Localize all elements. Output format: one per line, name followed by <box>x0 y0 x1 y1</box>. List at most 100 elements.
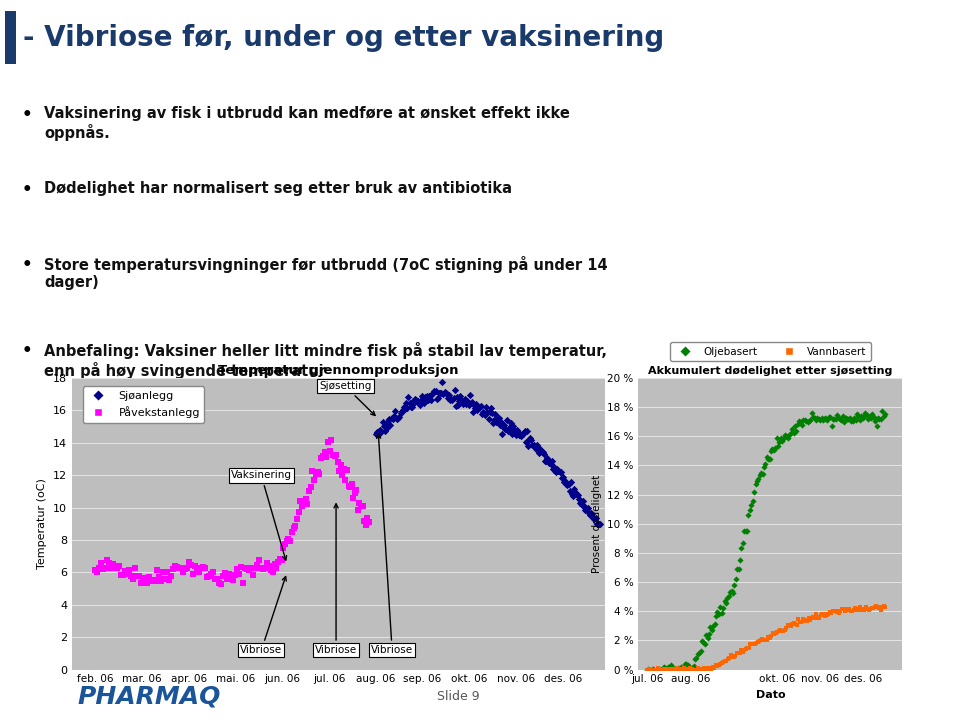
Point <box>755 634 770 645</box>
Point <box>126 573 141 585</box>
Point <box>727 580 742 591</box>
Point <box>787 618 803 630</box>
Point <box>859 603 875 615</box>
Point <box>840 604 855 616</box>
Point <box>269 562 284 574</box>
Point <box>741 509 756 521</box>
Point <box>462 399 477 410</box>
Point <box>829 409 845 420</box>
Point <box>690 662 706 674</box>
Point <box>852 602 867 613</box>
Point <box>374 416 390 428</box>
Point <box>812 415 828 426</box>
Point <box>159 567 175 578</box>
Point <box>468 397 484 409</box>
Point <box>298 493 313 505</box>
Point <box>429 393 444 405</box>
Point <box>176 567 191 578</box>
Point <box>716 657 732 668</box>
Point <box>803 414 818 426</box>
Point <box>259 557 275 569</box>
Point <box>702 628 717 639</box>
Point <box>102 557 117 569</box>
Point <box>811 613 827 624</box>
Point <box>572 498 588 509</box>
Point <box>356 516 372 527</box>
Point <box>380 415 396 427</box>
Point <box>714 608 730 619</box>
Point <box>774 626 789 637</box>
Point <box>497 423 513 435</box>
Point <box>456 397 471 409</box>
Point <box>541 457 557 469</box>
Point <box>441 392 456 404</box>
Text: Vaksinering: Vaksinering <box>230 470 292 560</box>
Point <box>277 539 293 550</box>
Point <box>751 474 766 485</box>
Point <box>783 427 799 438</box>
Point <box>167 560 182 572</box>
Point <box>657 662 672 673</box>
Point <box>648 664 663 675</box>
Point <box>730 647 745 659</box>
Point <box>744 500 759 511</box>
Point <box>233 561 249 572</box>
Point <box>676 664 691 675</box>
Point <box>372 424 388 436</box>
Point <box>707 618 722 629</box>
Point <box>111 560 127 572</box>
Point <box>783 620 799 631</box>
Point <box>435 376 450 387</box>
Text: •: • <box>22 181 33 199</box>
Point <box>857 408 873 419</box>
Point <box>205 567 221 578</box>
Point <box>436 388 451 400</box>
Point <box>860 413 876 425</box>
Point <box>130 570 145 582</box>
Point <box>253 562 269 574</box>
Point <box>132 570 147 582</box>
Point <box>523 434 539 446</box>
Point <box>752 469 767 481</box>
Point <box>335 469 350 480</box>
Legend: Sjøanlegg, Påvekstanlegg: Sjøanlegg, Påvekstanlegg <box>83 387 204 423</box>
Point <box>222 568 237 580</box>
Point <box>587 513 602 525</box>
Point <box>555 472 570 483</box>
Point <box>109 562 125 574</box>
Point <box>128 562 143 574</box>
Point <box>516 428 531 439</box>
Point <box>765 628 780 639</box>
Point <box>460 395 475 407</box>
Point <box>514 431 529 442</box>
Point <box>874 413 889 424</box>
Point <box>529 439 544 451</box>
Point <box>557 476 572 487</box>
Point <box>790 418 805 430</box>
Point <box>300 498 315 510</box>
Point <box>768 627 783 639</box>
Point <box>326 450 342 462</box>
Point <box>780 432 796 444</box>
Point <box>470 402 486 414</box>
Point <box>690 648 706 660</box>
Point <box>200 571 215 582</box>
Point <box>592 518 608 530</box>
Point <box>800 616 815 627</box>
Point <box>866 411 881 423</box>
Point <box>855 603 871 615</box>
Point <box>814 413 829 424</box>
Point <box>786 428 802 439</box>
Point <box>826 413 841 425</box>
Point <box>745 495 760 507</box>
Point <box>669 664 684 675</box>
Point <box>781 429 797 441</box>
Point <box>682 664 697 675</box>
Text: Vibriose: Vibriose <box>372 434 413 655</box>
Point <box>679 658 694 670</box>
Point <box>444 394 460 405</box>
Point <box>660 662 676 673</box>
X-axis label: Dato: Dato <box>756 690 785 700</box>
Point <box>398 397 414 409</box>
Point <box>246 570 261 581</box>
